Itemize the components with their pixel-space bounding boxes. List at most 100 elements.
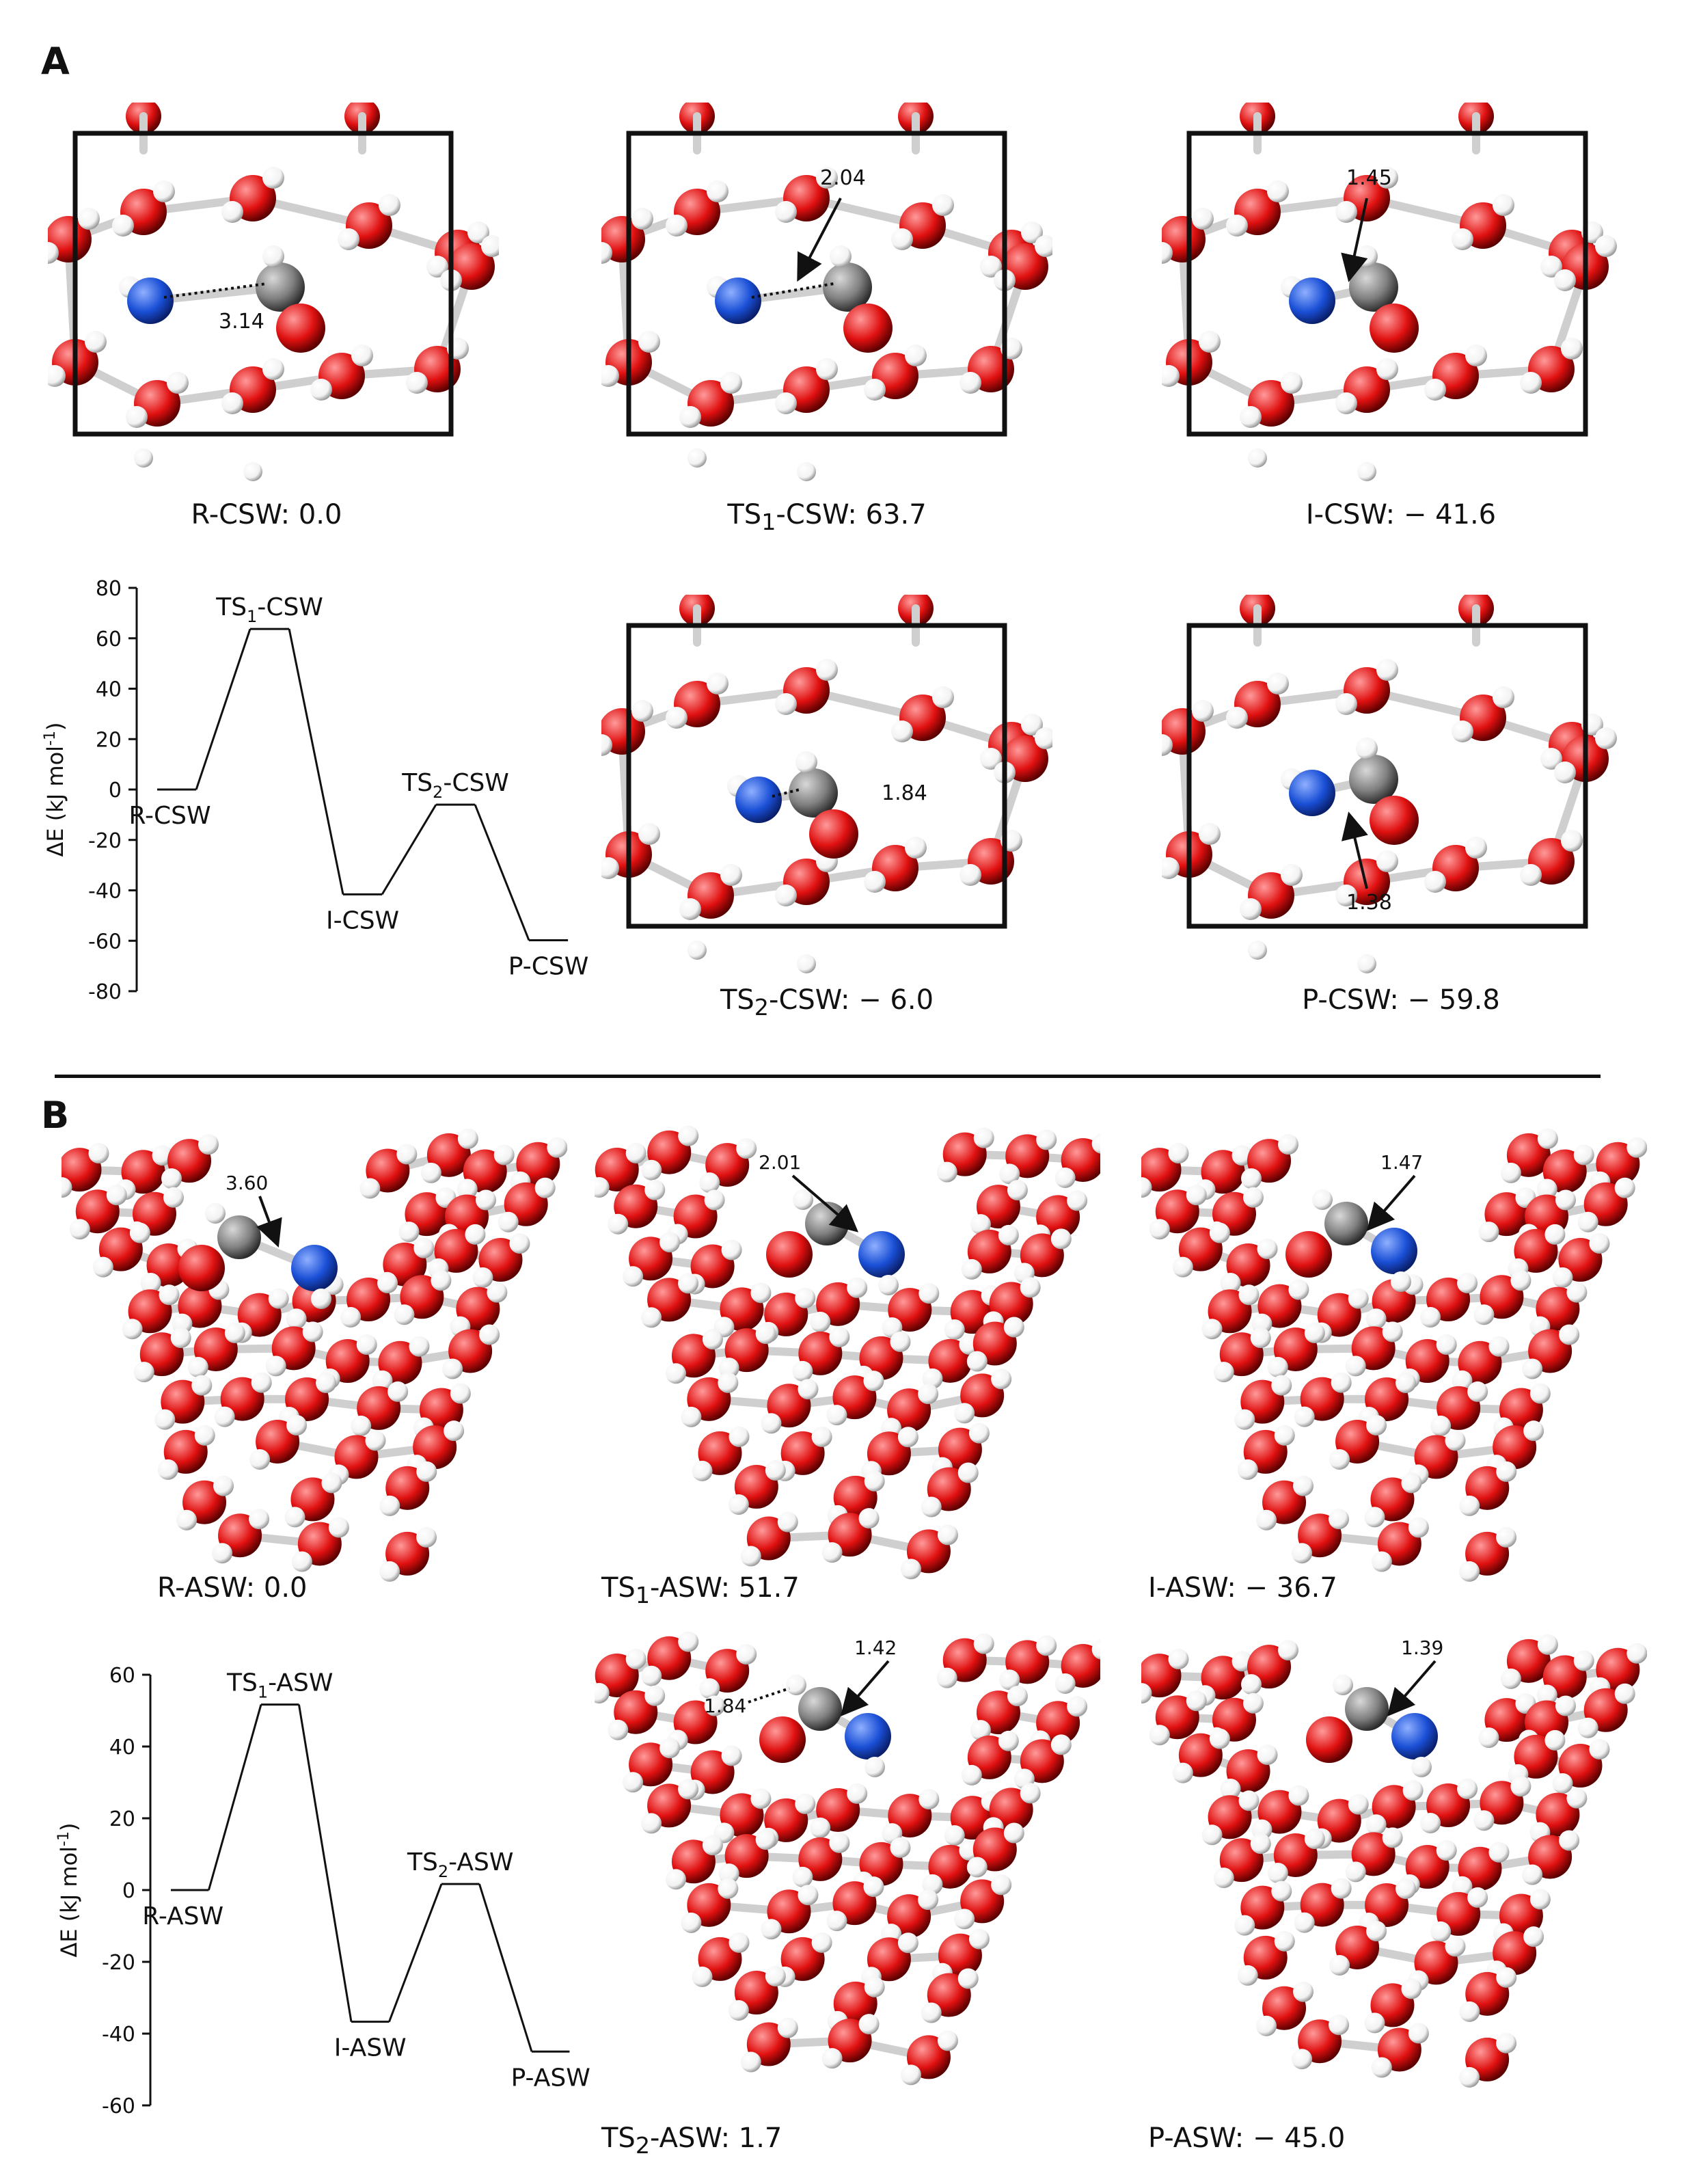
hydrogen-atom — [1529, 1383, 1551, 1404]
hydrogen-atom — [608, 1719, 629, 1740]
hydrogen-atom — [1238, 1790, 1260, 1811]
hydrogen-atom — [85, 331, 107, 353]
hydrogen-atom — [1510, 1776, 1532, 1797]
hydrogen-atom — [140, 1272, 161, 1293]
hydrogen-atom — [1329, 1509, 1350, 1530]
hydrogen-atom — [829, 1326, 850, 1347]
hydrogen-atom — [1396, 1372, 1417, 1393]
hydrogen-atom — [750, 1282, 772, 1304]
panel-b-letter: B — [41, 1094, 70, 1137]
hydrogen-atom — [1050, 1734, 1072, 1755]
nitrogen-atom — [845, 1713, 891, 1760]
hydrogen-atom — [310, 379, 332, 401]
hydrogen-atom — [1220, 1778, 1241, 1799]
hydrogen-atom — [793, 1189, 813, 1210]
hydrogen-atom — [457, 1128, 478, 1149]
hydrogen-atom — [351, 1415, 372, 1436]
hydrogen-atom — [1595, 727, 1617, 749]
hydrogen-atom — [1020, 1277, 1041, 1298]
hydrogen-atom — [547, 1137, 567, 1158]
unit-cell-box — [626, 623, 1007, 929]
hydrogen-atom — [340, 1307, 362, 1328]
hydrogen-atom — [472, 1267, 493, 1289]
hydrogen-atom — [1552, 1773, 1573, 1794]
hydrogen-atom — [821, 1542, 843, 1563]
hydrogen-atom — [1478, 1727, 1499, 1749]
hydrogen-atom — [921, 2002, 942, 2023]
energy-connector — [388, 1883, 443, 2023]
hydrogen-atom — [398, 1222, 420, 1243]
hydrogen-atom — [1149, 1219, 1170, 1240]
y-axis-label-sup: -1 — [55, 1831, 72, 1846]
hydrogen-atom — [1457, 1779, 1478, 1800]
structure-p-asw: 1.39 — [1141, 1634, 1647, 2088]
hydrogen-atom — [863, 1371, 884, 1392]
hydrogen-atom — [718, 1878, 739, 1899]
caption-ts1-asw: TS1-ASW: 51.7 — [601, 1572, 800, 1608]
hydrogen-atom — [638, 823, 660, 845]
hydrogen-atom — [198, 1134, 219, 1155]
structure-ts2-asw: 1.42 1.84 — [595, 1631, 1100, 2086]
hydrogen-atom — [1021, 714, 1043, 736]
hydrogen-atom — [1561, 830, 1583, 852]
hydrogen-atom — [777, 1511, 798, 1533]
hydrogen-atom — [126, 406, 148, 428]
hydrogen-atom — [249, 1509, 270, 1530]
hydrogen-atom — [810, 1817, 831, 1838]
hydrogen-atom — [243, 462, 262, 481]
hydrogen-atom — [406, 372, 428, 394]
hydrogen-atom — [487, 1282, 508, 1303]
hydrogen-atom — [1365, 1308, 1387, 1330]
hydrogen-atom — [961, 1258, 982, 1280]
hydrogen-atom — [1357, 462, 1376, 481]
hydrogen-atom — [1003, 1317, 1024, 1338]
hydrogen-atom — [966, 1857, 988, 1878]
hydrogen-atom — [932, 194, 954, 216]
hydrogen-atom — [481, 235, 499, 257]
hydrogen-atom — [1281, 864, 1303, 886]
hydrogen-atom — [224, 1322, 245, 1343]
hydrogen-atom — [1459, 1561, 1480, 1582]
hydrogen-atom — [932, 686, 954, 708]
hydrogen-atom — [1520, 372, 1542, 394]
hydrogen-atom — [1035, 727, 1052, 749]
hydrogen-atom — [641, 1813, 662, 1834]
hydrogen-atom — [1382, 1827, 1403, 1848]
energy-level-label: TS1-CSW — [215, 593, 323, 626]
hydrogen-atom — [1201, 1824, 1223, 1846]
hydrogen-atom — [191, 1375, 213, 1396]
hydrogen-atom — [721, 1745, 742, 1766]
hydrogen-atom — [775, 392, 797, 414]
oxygen-atom — [276, 304, 325, 353]
hydrogen-atom — [1335, 693, 1357, 715]
hydrogen-atom — [900, 2064, 921, 2086]
hydrogen-atom — [379, 1561, 400, 1582]
distance-label: 3.14 — [219, 310, 264, 334]
hydrogen-atom — [847, 1277, 868, 1298]
oxygen-atom — [48, 216, 92, 262]
hydrogen-atom — [1035, 235, 1052, 257]
hydrogen-atom — [1559, 1324, 1580, 1345]
hydrogen-atom — [1220, 1272, 1241, 1293]
hydrogen-atom — [1396, 1878, 1417, 1899]
hydrogen-atom — [638, 331, 660, 353]
hydrogen-atom — [944, 1825, 965, 1846]
hydrogen-atom — [1201, 1319, 1223, 1340]
hydrogen-atom — [1288, 1279, 1309, 1300]
distance-label: 2.01 — [759, 1151, 801, 1174]
caption-label: R-ASW — [157, 1572, 246, 1604]
hydrogen-atom — [457, 1178, 478, 1200]
hydrogen-atom — [498, 1211, 519, 1232]
hydrogen-atom — [1540, 256, 1562, 278]
hydrogen-atom — [1168, 1649, 1189, 1670]
carbon-atom — [217, 1215, 261, 1259]
hydrogen-atom — [795, 1793, 816, 1814]
hydrogen-atom — [1452, 1876, 1473, 1897]
hydrogen-atom — [970, 1720, 991, 1741]
hydrogen-atom — [692, 1460, 713, 1481]
energy-level-label: R-ASW — [142, 1902, 223, 1930]
hydrogen-atom — [1304, 1322, 1325, 1343]
hydrogen-atom — [1348, 1288, 1369, 1309]
hydrogen-atom — [221, 201, 243, 223]
hydrogen-atom — [707, 180, 729, 202]
